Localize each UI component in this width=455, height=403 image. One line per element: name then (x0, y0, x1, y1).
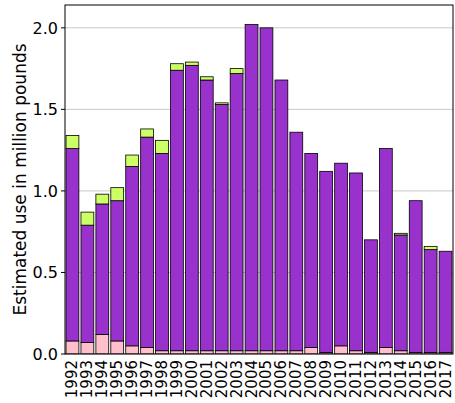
bar-segment (81, 343, 94, 354)
chart: 0.00.51.01.52.01992199319941995199619971… (0, 0, 455, 403)
bar-segment (409, 201, 422, 353)
bar-segment (96, 194, 109, 204)
bar-segment (111, 201, 124, 341)
tick-label: 1.5 (33, 100, 58, 119)
tick-label: 0.0 (33, 345, 58, 364)
bar-segment (424, 246, 437, 249)
bar-segment (200, 77, 213, 80)
bar-segment (409, 200, 422, 201)
plot-frame (65, 5, 453, 354)
bar-segment (290, 132, 303, 133)
bar-segment (275, 80, 288, 351)
bar-segment (230, 69, 243, 74)
bar-segment (320, 171, 333, 352)
bar-segment (439, 251, 452, 252)
bar-segment (394, 235, 407, 351)
bar-segment (156, 140, 169, 153)
bar-segment (365, 239, 378, 240)
bar-segment (335, 346, 348, 354)
grid-line (65, 109, 453, 110)
tick (61, 354, 65, 355)
tick (61, 109, 65, 110)
bar-segment (379, 149, 392, 348)
tick-label: 1.0 (33, 182, 58, 201)
bar-segment (215, 104, 228, 350)
bar-segment (200, 80, 213, 351)
bar-segment (350, 173, 363, 351)
bar-segment (81, 225, 94, 342)
bar-segment (185, 62, 198, 65)
bar-segment (305, 153, 318, 154)
grid-line (65, 27, 453, 28)
bar-segment (141, 137, 154, 347)
bar-segment (290, 132, 303, 351)
tick-label: 2.0 (33, 19, 58, 38)
bar-segment (260, 27, 273, 28)
bar-segment (141, 347, 154, 354)
y-axis-title: Estimated use in million pounds (10, 43, 30, 315)
tick (61, 190, 65, 191)
bar-segment (439, 251, 452, 352)
bar-segment (260, 28, 273, 351)
bar-segment (66, 135, 79, 148)
bar-segment (141, 129, 154, 137)
bar-segment (96, 334, 109, 354)
bar-segment (365, 240, 378, 353)
bar-segment (320, 171, 333, 172)
bar-segment (305, 347, 318, 354)
tick (61, 272, 65, 273)
bar-segment (230, 73, 243, 350)
bar-segment (245, 25, 258, 351)
bar-segment (126, 346, 139, 354)
bar-segment (379, 347, 392, 354)
tick-label: 0.5 (33, 263, 58, 282)
bar-segment (335, 163, 348, 346)
bar-segment (66, 149, 79, 341)
category-label: 2017 (437, 360, 455, 398)
bar-segment (66, 341, 79, 354)
bar-segment (275, 80, 288, 81)
bar-segment (305, 153, 318, 347)
bar-segment (81, 212, 94, 225)
bar-segment (424, 250, 437, 353)
bar-segment (171, 64, 184, 71)
bars (66, 25, 452, 354)
bar-segment (394, 233, 407, 235)
bar-segment (245, 24, 258, 25)
bar-segment (111, 341, 124, 354)
bar-segment (335, 163, 348, 164)
bar-segment (111, 188, 124, 201)
bar-segment (379, 148, 392, 149)
bar-segment (185, 65, 198, 350)
bar-segment (156, 153, 169, 350)
bar-segment (350, 172, 363, 173)
bar-segment (171, 70, 184, 351)
tick (61, 27, 65, 28)
bar-segment (96, 204, 109, 334)
bar-segment (215, 103, 228, 105)
bar-segment (126, 155, 139, 166)
bar-segment (126, 166, 139, 345)
